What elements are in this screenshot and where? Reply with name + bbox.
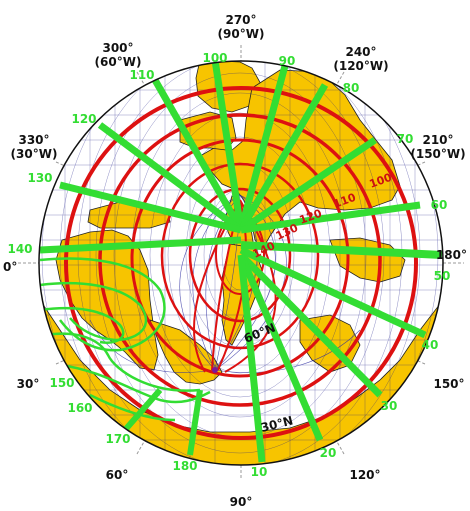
pole-marker xyxy=(212,367,218,373)
green-label-30: 30 xyxy=(381,399,398,413)
green-label-20: 20 xyxy=(320,446,337,460)
lon-label-330: 330° xyxy=(18,133,49,147)
green-contour-labels: 100 90 110 80 120 70 130 60 140 50 40 15… xyxy=(7,51,450,479)
lon-label-150: 150° xyxy=(433,377,464,391)
green-label-40: 40 xyxy=(422,338,439,352)
lon-label-240: 240° xyxy=(345,45,376,59)
green-label-120: 120 xyxy=(71,112,96,126)
green-label-50: 50 xyxy=(434,269,451,283)
longitude-labels: 270° (90°W) 300° (60°W) 240° (120°W) 330… xyxy=(3,13,467,509)
lon-label-330-sub: (30°W) xyxy=(11,147,58,161)
green-label-140: 140 xyxy=(7,242,32,256)
green-label-100: 100 xyxy=(202,51,227,65)
lon-label-300-sub: (60°W) xyxy=(95,55,142,69)
lon-label-240-sub: (120°W) xyxy=(333,59,388,73)
green-label-80: 80 xyxy=(343,81,360,95)
lon-label-180: 180° xyxy=(436,248,467,262)
lon-label-0: 0° xyxy=(3,260,17,274)
lon-label-120: 120° xyxy=(349,468,380,482)
map-border xyxy=(38,60,444,466)
green-label-90: 90 xyxy=(279,54,296,68)
lon-label-270: 270° xyxy=(225,13,256,27)
lon-label-300: 300° xyxy=(102,41,133,55)
green-curves xyxy=(39,257,211,422)
frame-ticks xyxy=(18,45,464,480)
lon-label-90: 90° xyxy=(230,495,253,509)
green-label-170: 170 xyxy=(105,432,130,446)
green-label-60: 60 xyxy=(431,198,448,212)
lon-label-270-sub: (90°W) xyxy=(218,27,265,41)
lon-label-30: 30° xyxy=(17,377,40,391)
green-label-150: 150 xyxy=(49,376,74,390)
green-label-180: 180 xyxy=(172,459,197,473)
green-bands xyxy=(39,61,443,463)
lon-label-210-sub: (150°W) xyxy=(410,147,465,161)
green-label-110: 110 xyxy=(129,68,154,82)
green-label-10: 10 xyxy=(251,465,268,479)
green-label-70: 70 xyxy=(397,132,414,146)
green-label-160: 160 xyxy=(67,401,92,415)
green-label-130: 130 xyxy=(27,171,52,185)
lon-label-60: 60° xyxy=(106,468,129,482)
lon-label-210: 210° xyxy=(422,133,453,147)
